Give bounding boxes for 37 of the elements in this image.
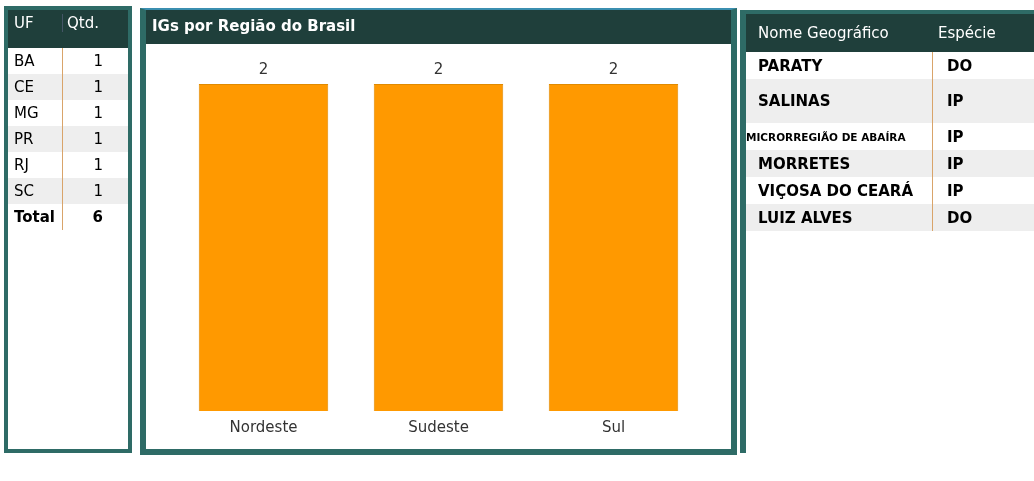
text: DO [932, 204, 973, 231]
data-label: 1 [62, 48, 103, 74]
text: Espécie [938, 24, 996, 42]
text: Total [13, 208, 56, 226]
x-tick-label: Sudeste [408, 417, 469, 436]
x-tick-label: Nordeste [229, 417, 298, 436]
text: IP [932, 150, 964, 177]
category-label: VIÇOSA DO CEARÁ [757, 181, 915, 200]
category-label: PARATY [757, 56, 824, 75]
text: IP [932, 177, 964, 204]
data-label: 1 [62, 126, 103, 152]
chart-title: IGs por Região do Brasil [152, 17, 356, 35]
category-label: CE [13, 78, 35, 96]
data-label: 1 [62, 74, 103, 100]
category-label: PR [13, 130, 35, 148]
data-label: 1 [62, 100, 103, 126]
x-tick-label: Sul [601, 417, 626, 436]
text: 6 [62, 204, 103, 230]
data-label: 2 [608, 60, 619, 79]
text: UF [14, 14, 34, 32]
text: IP [932, 123, 964, 150]
category-label: SC [13, 182, 35, 200]
category-label: MG [13, 104, 40, 122]
text: DO [932, 52, 973, 79]
data-label: 2 [433, 60, 444, 79]
category-label: BA [13, 52, 36, 70]
data-label: 1 [62, 152, 103, 178]
text: IP [932, 79, 964, 123]
category-label: SALINAS [757, 92, 832, 110]
data-label: 2 [258, 60, 269, 79]
category-label: RJ [13, 156, 30, 174]
text: Qtd. [67, 14, 99, 32]
data-label: 1 [62, 178, 103, 204]
category-label: MORRETES [757, 154, 852, 173]
category-label: LUIZ ALVES [757, 208, 854, 227]
text: Nome Geográfico [758, 24, 889, 42]
category-label: MICRORREGIÃO DE ABAÍRA [746, 130, 907, 143]
